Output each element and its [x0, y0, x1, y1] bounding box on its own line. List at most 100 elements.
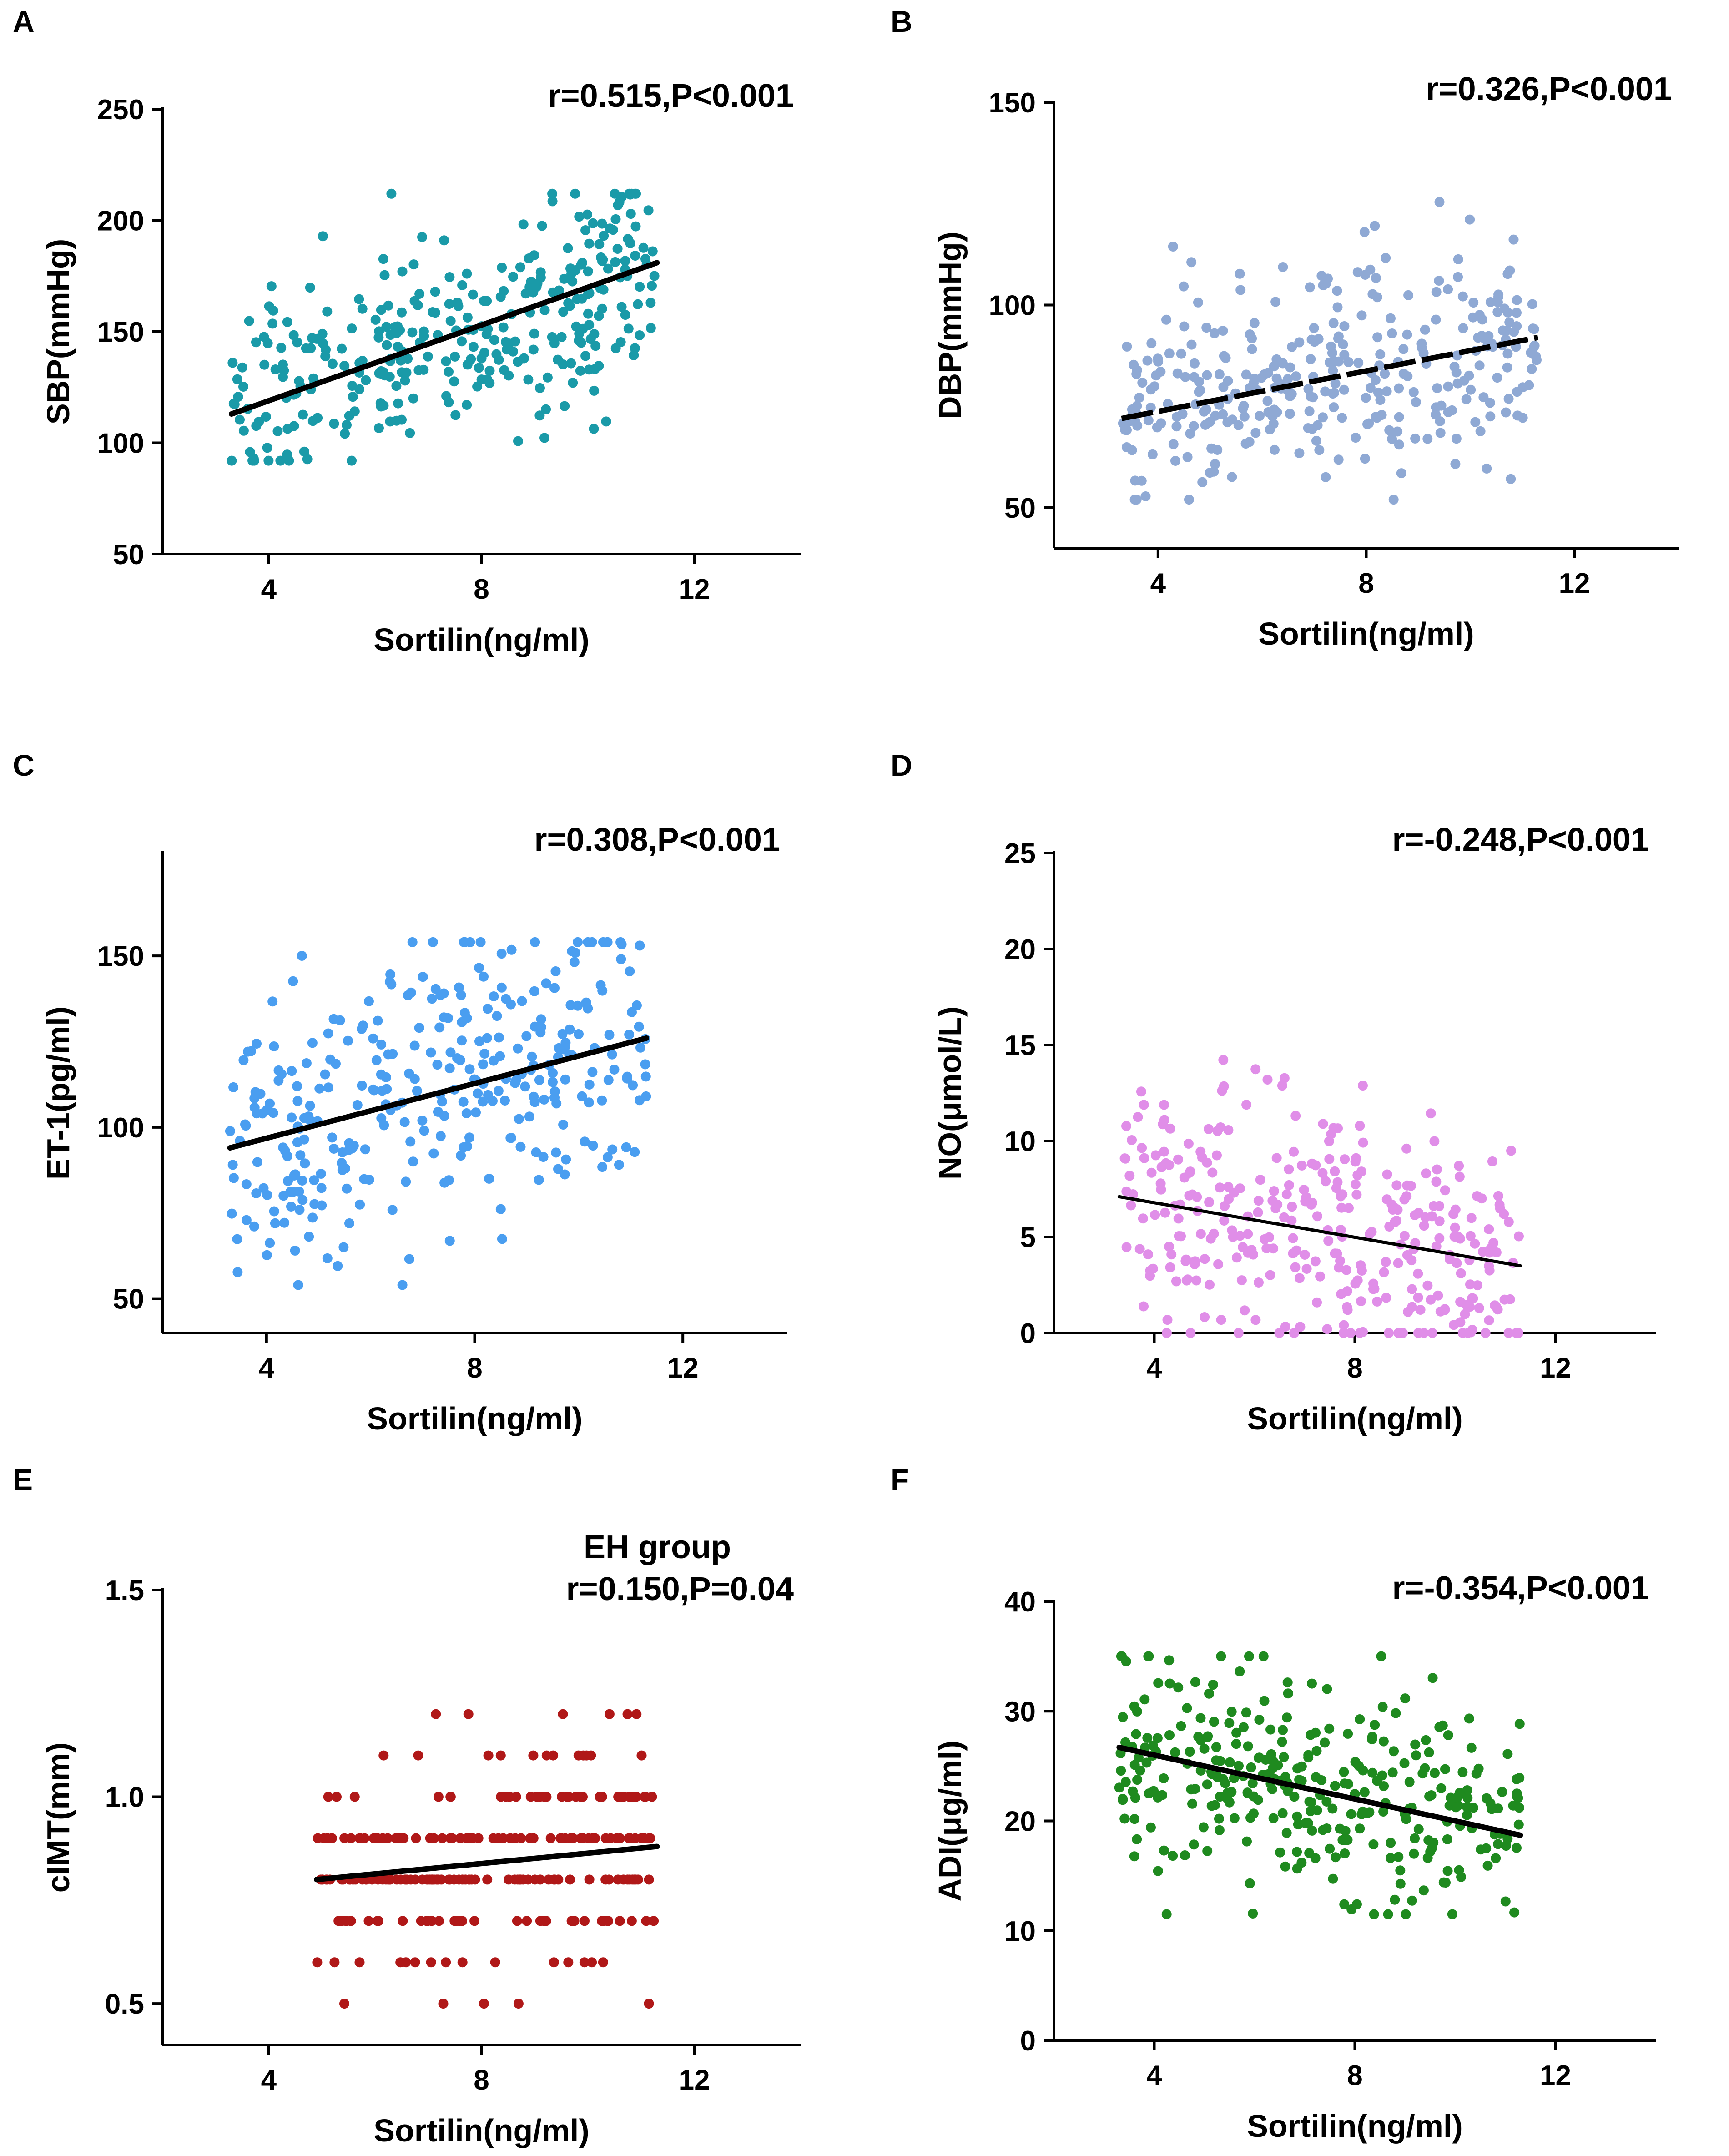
- data-point: [1421, 1168, 1431, 1179]
- data-point: [1213, 1259, 1224, 1269]
- data-point: [1174, 1231, 1184, 1241]
- data-point: [1183, 1138, 1194, 1149]
- data-point: [496, 982, 507, 993]
- data-point: [1328, 318, 1339, 328]
- data-point: [412, 1086, 422, 1096]
- data-point: [463, 1709, 474, 1719]
- data-point: [282, 1151, 292, 1161]
- data-point: [1410, 1210, 1420, 1220]
- y-tick-label: 15: [1004, 1030, 1036, 1061]
- data-point: [575, 366, 585, 376]
- data-point: [1132, 401, 1142, 411]
- data-point: [267, 996, 278, 1007]
- data-point: [1199, 1743, 1210, 1754]
- panel-letter: B: [891, 5, 912, 38]
- data-point: [323, 1833, 333, 1843]
- data-point: [548, 1077, 558, 1087]
- data-point: [1255, 411, 1265, 421]
- data-point: [1142, 355, 1153, 366]
- data-point: [1219, 1216, 1230, 1226]
- data-point: [1170, 456, 1180, 466]
- data-point: [1209, 1717, 1219, 1727]
- data-point: [1292, 1863, 1302, 1874]
- data-point: [610, 214, 621, 224]
- data-point: [437, 1096, 447, 1107]
- data-point: [459, 1142, 469, 1152]
- data-point: [1453, 254, 1463, 264]
- data-point: [1144, 1651, 1154, 1661]
- data-point: [444, 1175, 454, 1186]
- data-point: [647, 246, 658, 257]
- data-point: [1448, 1209, 1459, 1219]
- data-point: [404, 1254, 414, 1264]
- data-point: [530, 937, 540, 947]
- data-point: [292, 1081, 302, 1091]
- data-point: [313, 1833, 323, 1843]
- data-point: [576, 1833, 586, 1843]
- data-point: [1358, 1327, 1368, 1337]
- data-point: [388, 1049, 398, 1059]
- data-point: [1382, 1169, 1392, 1180]
- data-point: [1239, 401, 1249, 411]
- data-point: [1231, 1252, 1242, 1263]
- data-point: [1185, 429, 1195, 439]
- data-point: [644, 1874, 654, 1885]
- data-point: [544, 1874, 554, 1885]
- data-point: [1450, 459, 1461, 469]
- data-point: [369, 1085, 379, 1096]
- data-point: [1335, 1823, 1345, 1834]
- data-point: [557, 1029, 568, 1039]
- data-point: [1164, 1655, 1175, 1666]
- data-point: [391, 381, 402, 391]
- data-point: [610, 343, 621, 353]
- data-point: [1289, 1328, 1299, 1338]
- data-point: [1346, 1809, 1356, 1819]
- x-tick-label: 4: [261, 574, 277, 605]
- data-point: [620, 310, 630, 320]
- data-point: [1263, 407, 1274, 417]
- data-point: [343, 1035, 353, 1046]
- y-axis-title: ET-1(pg/ml): [40, 1006, 76, 1180]
- data-point: [1179, 321, 1190, 332]
- panel-letter: A: [13, 5, 35, 38]
- data-point: [306, 343, 316, 353]
- data-point: [1350, 1179, 1361, 1190]
- data-point: [1418, 1885, 1429, 1896]
- data-point: [1324, 1154, 1335, 1164]
- data-point: [385, 969, 396, 980]
- data-point: [495, 1051, 505, 1061]
- data-point: [1504, 317, 1515, 328]
- data-point: [634, 1021, 644, 1032]
- data-point: [1126, 1200, 1136, 1211]
- data-point: [1267, 1763, 1278, 1773]
- data-point: [1218, 1055, 1229, 1065]
- scatter-series: [1114, 1651, 1525, 1919]
- data-point: [1338, 1328, 1349, 1338]
- data-point: [1235, 285, 1246, 295]
- data-point: [1262, 396, 1273, 406]
- data-point: [1449, 1794, 1459, 1805]
- data-point: [1190, 1259, 1200, 1269]
- panel-c: C 50 100 150 4 8 12 Sortilin(ng/ml) ET-1(pg/ml) r…: [13, 748, 787, 1436]
- data-point: [553, 1164, 563, 1174]
- data-point: [563, 243, 573, 253]
- data-point: [410, 1874, 421, 1885]
- data-point: [482, 1874, 493, 1885]
- data-point: [1404, 1777, 1415, 1787]
- data-point: [1505, 265, 1515, 276]
- data-point: [300, 1158, 310, 1169]
- data-point: [1212, 1150, 1222, 1161]
- data-point: [635, 1042, 645, 1053]
- data-point: [565, 1024, 575, 1035]
- data-point: [378, 254, 388, 264]
- data-point: [472, 381, 483, 392]
- data-point: [1128, 1189, 1138, 1199]
- data-point: [320, 1069, 330, 1080]
- data-point: [622, 1071, 632, 1082]
- data-point: [1145, 402, 1156, 413]
- data-point: [1454, 1161, 1464, 1171]
- data-point: [582, 209, 592, 220]
- data-point: [1274, 1328, 1285, 1338]
- data-point: [1424, 1747, 1434, 1757]
- data-point: [1333, 331, 1344, 342]
